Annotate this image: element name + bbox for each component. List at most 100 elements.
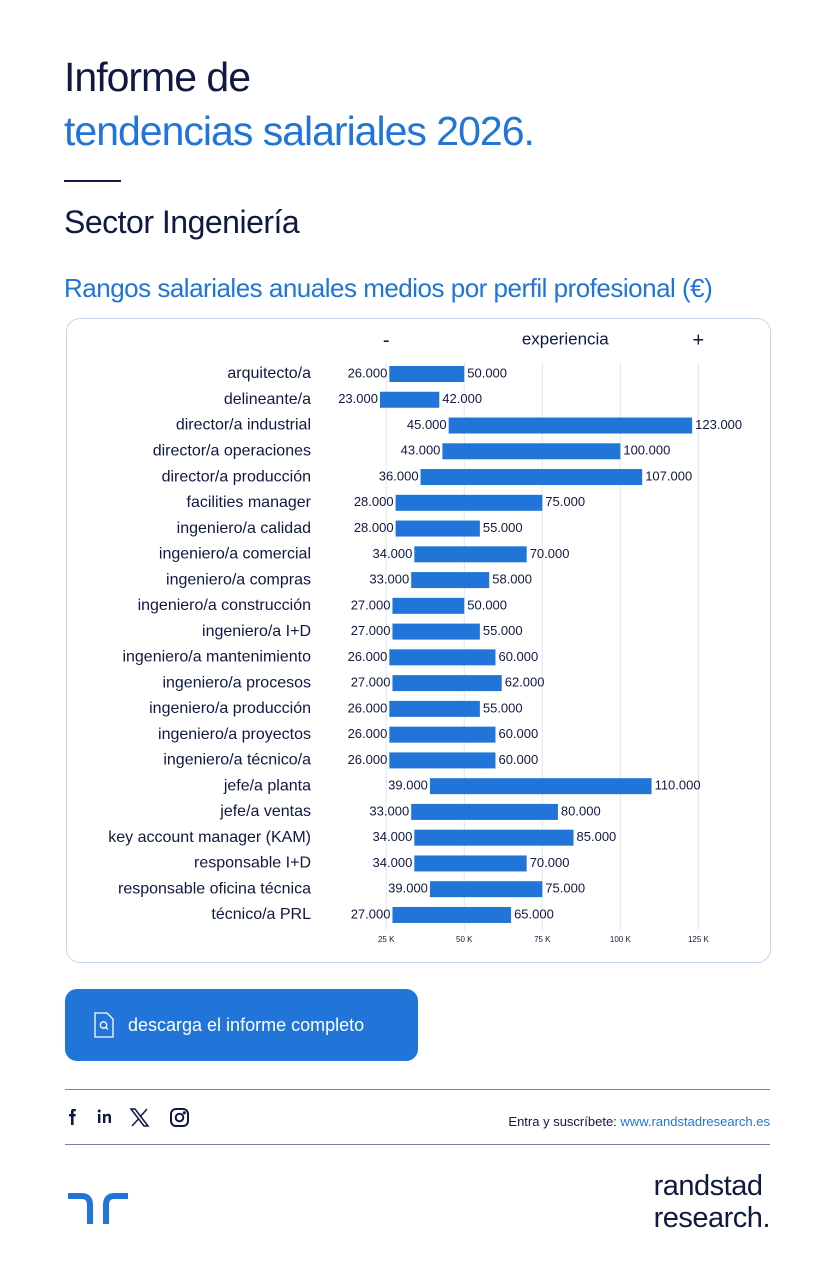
x-tick-label: 75 K [534, 935, 551, 944]
annotation-minus: - [383, 329, 390, 351]
title-line1: Informe de [64, 54, 251, 100]
value-label: 60.000 [498, 752, 538, 767]
bar [389, 726, 496, 743]
category-label: jefe/a ventas [219, 803, 311, 820]
value-label: 36.000 [379, 468, 419, 483]
category-label: ingeniero/a procesos [162, 674, 311, 691]
value-label: 28.000 [354, 494, 394, 509]
value-label: 26.000 [348, 726, 388, 741]
category-label: ingeniero/a compras [166, 571, 311, 588]
brand-line1: randstad [653, 1170, 763, 1202]
value-label: 23.000 [338, 391, 378, 406]
linkedin-icon[interactable] [97, 1109, 111, 1124]
value-label: 110.000 [655, 778, 701, 793]
value-label: 33.000 [369, 803, 409, 818]
value-label: 70.000 [530, 546, 570, 561]
bar [389, 752, 496, 769]
bar [395, 520, 480, 537]
bar [414, 546, 527, 563]
category-label: responsable oficina técnica [118, 880, 311, 897]
bar [420, 469, 643, 486]
brand: randstad research. [653, 1170, 771, 1234]
value-label: 28.000 [354, 520, 394, 535]
value-label: 107.000 [645, 468, 692, 483]
category-label: ingeniero/a calidad [177, 520, 311, 537]
bar [392, 675, 502, 692]
value-label: 123.000 [695, 417, 742, 432]
bar [429, 778, 652, 795]
value-label: 75.000 [545, 881, 585, 896]
x-tick-label: 100 K [610, 935, 632, 944]
bar [389, 700, 480, 717]
subscribe-text: Entra y suscríbete: [508, 1114, 617, 1129]
value-label: 39.000 [388, 778, 428, 793]
category-label: director/a industrial [176, 417, 311, 434]
value-label: 55.000 [483, 700, 523, 715]
bar [448, 417, 693, 434]
value-label: 70.000 [530, 855, 570, 870]
bar [392, 906, 512, 923]
bar [392, 623, 480, 640]
value-label: 85.000 [577, 829, 617, 844]
divider [64, 180, 121, 182]
value-label: 45.000 [407, 417, 447, 432]
bar [414, 829, 574, 846]
footer-rule [65, 1144, 770, 1145]
annotation-plus: + [693, 329, 705, 351]
category-label: jefe/a planta [223, 777, 311, 794]
value-label: 65.000 [514, 906, 554, 921]
x-tick-label: 25 K [378, 935, 395, 944]
randstad-logo [68, 1193, 128, 1224]
bar [392, 597, 465, 614]
category-label: facilities manager [187, 494, 312, 511]
value-label: 58.000 [492, 572, 532, 587]
bar [411, 803, 558, 820]
value-label: 27.000 [351, 906, 391, 921]
category-label: ingeniero/a I+D [202, 623, 311, 640]
bar [442, 443, 621, 460]
x-tick-label: 125 K [688, 935, 710, 944]
value-label: 60.000 [498, 726, 538, 741]
value-label: 34.000 [373, 546, 413, 561]
category-label: ingeniero/a construcción [138, 597, 311, 614]
facebook-icon[interactable] [69, 1109, 76, 1125]
download-button[interactable]: descarga el informe completo [65, 989, 418, 1061]
category-label: director/a operaciones [153, 442, 311, 459]
value-label: 55.000 [483, 520, 523, 535]
category-label: ingeniero/a producción [149, 700, 311, 717]
value-label: 34.000 [373, 829, 413, 844]
document-icon [94, 1012, 114, 1038]
category-label: ingeniero/a proyectos [158, 726, 311, 743]
category-label: arquitecto/a [227, 365, 311, 382]
value-label: 42.000 [442, 391, 482, 406]
value-label: 33.000 [369, 572, 409, 587]
value-label: 27.000 [351, 675, 391, 690]
value-label: 34.000 [373, 855, 413, 870]
bar [379, 391, 440, 408]
category-label: director/a producción [162, 468, 311, 485]
bar [429, 881, 543, 898]
instagram-icon[interactable] [170, 1108, 189, 1127]
subscribe-line: Entra y suscríbete: www.randstadresearch… [508, 1114, 770, 1129]
social-icons [69, 1108, 189, 1127]
sector: Sector Ingeniería [64, 204, 300, 240]
subscribe-link[interactable]: www.randstadresearch.es [620, 1114, 770, 1129]
value-label: 26.000 [348, 649, 388, 664]
value-label: 27.000 [351, 597, 391, 612]
category-label: delineante/a [224, 391, 311, 408]
value-label: 100.000 [623, 443, 670, 458]
value-label: 43.000 [401, 443, 441, 458]
value-label: 26.000 [348, 752, 388, 767]
x-tick-label: 50 K [456, 935, 473, 944]
value-label: 27.000 [351, 623, 391, 638]
category-label: responsable I+D [194, 855, 311, 872]
chart: 25 K 50 K 75 K 100 K 125 K - experiencia + arqui… [108, 329, 742, 944]
x-axis-label: experiencia [522, 329, 609, 348]
footer-rule [65, 1089, 770, 1090]
category-label: ingeniero/a mantenimiento [122, 649, 311, 666]
x-icon[interactable] [129, 1108, 150, 1127]
chart-title: Rangos salariales anuales medios por per… [64, 273, 713, 303]
bar [395, 494, 543, 511]
brand-line2: research. [653, 1202, 771, 1234]
